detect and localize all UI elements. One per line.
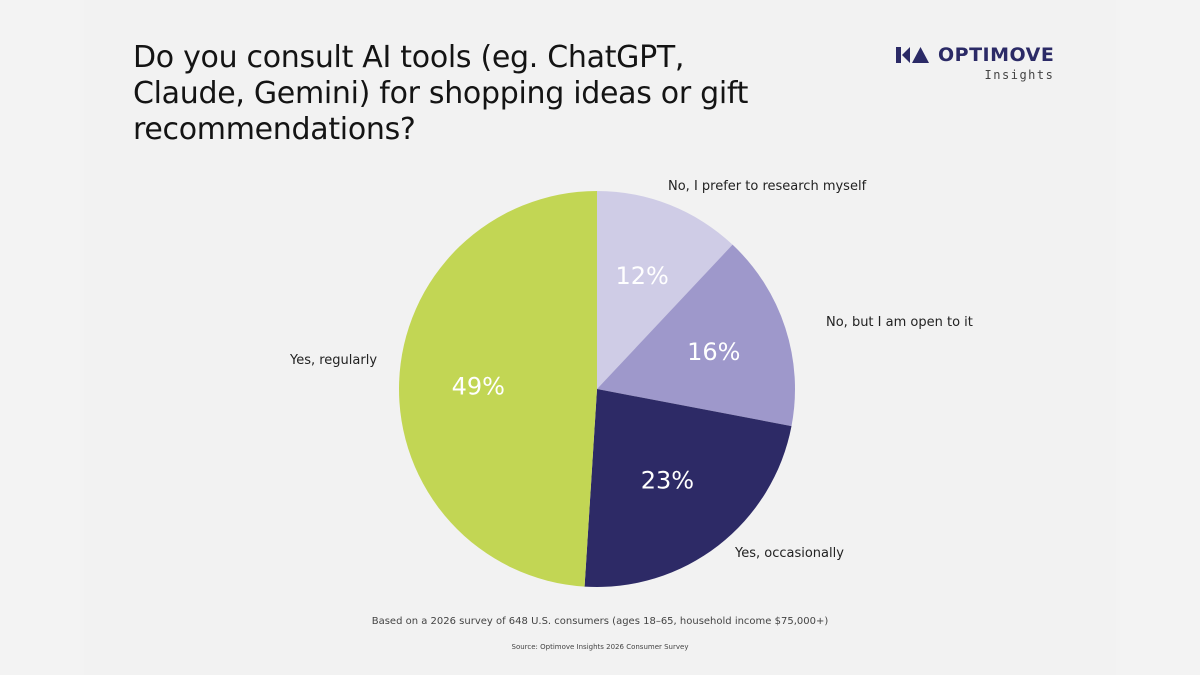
slice-label-research-myself: No, I prefer to research myself	[668, 179, 867, 194]
slice-open-to-it	[597, 244, 795, 427]
slice-label-open-to-it: No, but I am open to it	[826, 315, 973, 330]
optimove-logo-icon	[896, 47, 929, 63]
slice-regularly	[399, 191, 597, 587]
brand-logo: OPTIMOVE Insights	[896, 44, 1054, 82]
slice-research-myself	[597, 191, 733, 389]
brand-name: OPTIMOVE	[938, 44, 1055, 66]
brand-subtitle: Insights	[984, 68, 1055, 82]
survey-footnote: Based on a 2026 survey of 648 U.S. consu…	[371, 616, 829, 627]
slice-occasionally	[584, 389, 792, 588]
slice-open-to-it-value: 16%	[687, 338, 740, 366]
slice-research-myself-value: 12%	[616, 262, 669, 290]
slice-label-occasionally: Yes, occasionally	[735, 546, 844, 561]
slice-regularly-value: 49%	[452, 372, 505, 400]
chart-title: Do you consult AI tools (eg. ChatGPT, Cl…	[133, 40, 749, 147]
slice-occasionally-value: 23%	[641, 467, 694, 495]
source-note: Source: Optimove Insights 2026 Consumer …	[511, 643, 689, 651]
slice-label-regularly: Yes, regularly	[290, 353, 378, 368]
